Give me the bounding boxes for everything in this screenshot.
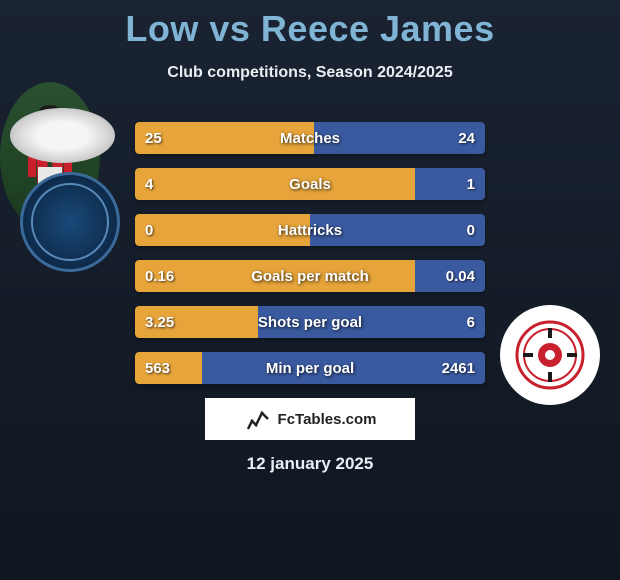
fctables-icon [244,405,272,433]
subtitle: Club competitions, Season 2024/2025 [0,64,620,82]
date-label: 12 january 2025 [0,454,620,474]
stat-row: 00Hattricks [135,214,485,246]
stat-row: 41Goals [135,168,485,200]
stat-label: Min per goal [135,360,485,377]
stat-row: 2524Matches [135,122,485,154]
brand-text: FcTables.com [278,411,377,428]
club-badge-left [20,172,120,272]
stat-row: 3.256Shots per goal [135,306,485,338]
brand-logo: FcTables.com [205,398,415,440]
stat-label: Matches [135,130,485,147]
stat-row: 0.160.04Goals per match [135,260,485,292]
stat-label: Goals [135,176,485,193]
stat-label: Hattricks [135,222,485,239]
player-avatar-left [10,108,115,163]
club-crest-icon [515,320,585,390]
stat-label: Shots per goal [135,314,485,331]
club-badge-right [500,305,600,405]
stats-table: 2524Matches 41Goals 00Hattricks 0.160.04Goa… [135,122,485,398]
page-title: Low vs Reece James [0,0,620,50]
stat-label: Goals per match [135,268,485,285]
stat-row: 5632461Min per goal [135,352,485,384]
